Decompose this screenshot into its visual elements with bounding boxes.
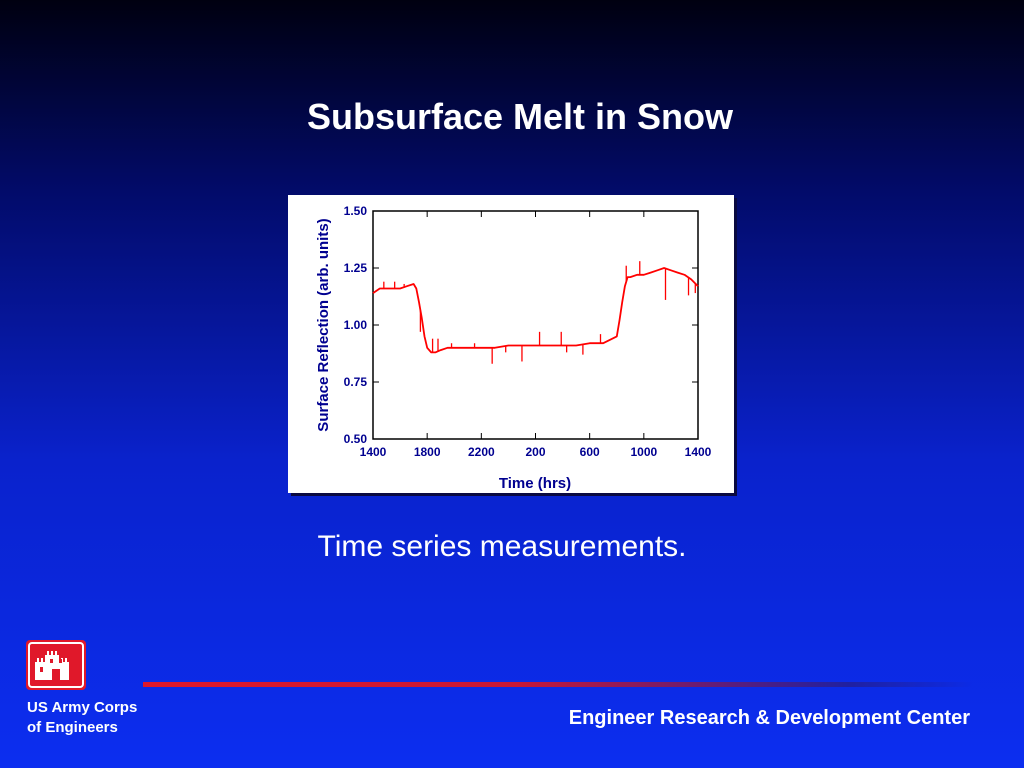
footer-divider: [143, 682, 973, 687]
x-axis-label: Time (hrs): [499, 475, 571, 492]
y-tick-label: 0.75: [344, 375, 368, 389]
org-name: US Army Corps of Engineers: [27, 698, 187, 738]
x-tick-label: 1400: [360, 445, 387, 459]
reflection-chart: 0.50 0.75 1.00 1.25 1.50 1400 1800 2200 200 600 1…: [315, 204, 712, 492]
slide-title: Subsurface Melt in Snow: [306, 96, 734, 137]
castle-icon: [26, 640, 86, 690]
y-tick-label: 1.00: [344, 318, 368, 332]
y-tick-label: 1.25: [344, 261, 368, 275]
x-tick-label: 200: [525, 445, 545, 459]
x-tick-label: 1400: [685, 445, 712, 459]
plot-area: [372, 210, 699, 440]
org-name-line2: of Engineers: [27, 719, 118, 736]
org-name-line1: US Army Corps: [27, 699, 138, 716]
reflection-series-line: [372, 267, 699, 354]
y-tick-label: 1.50: [344, 204, 368, 218]
x-tick-label: 2200: [468, 445, 495, 459]
slide-caption: Time series measurements.: [317, 530, 687, 563]
x-tick-label: 1000: [630, 445, 657, 459]
y-tick-label: 0.50: [344, 432, 368, 446]
x-tick-label: 600: [580, 445, 600, 459]
y-axis-label: Surface Reflection (arb. units): [315, 218, 332, 431]
x-tick-label: 1800: [414, 445, 441, 459]
center-name: Engineer Research & Development Center: [568, 707, 970, 729]
chart-panel: 0.50 0.75 1.00 1.25 1.50 1400 1800 2200 200 600 1…: [288, 195, 734, 493]
